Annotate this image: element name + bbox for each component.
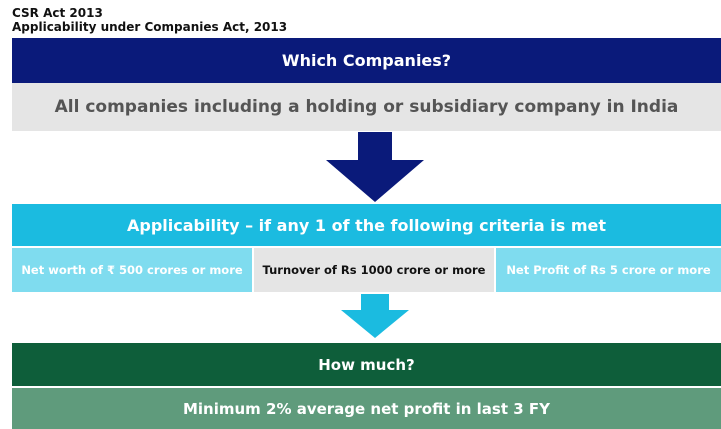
section-body: All companies including a holding or sub…: [12, 83, 721, 131]
section-heading: Which Companies?: [12, 38, 721, 83]
criterion: Net Profit of Rs 5 crore or more: [496, 248, 721, 292]
subtitle: Applicability under Companies Act, 2013: [12, 20, 288, 34]
criterion: Net worth of ₹ 500 crores or more: [12, 248, 252, 292]
section-heading: Applicability – if any 1 of the followin…: [12, 204, 721, 246]
section-heading: How much?: [12, 343, 721, 386]
arrow: [341, 294, 409, 338]
arrow: [326, 132, 424, 202]
title: CSR Act 2013: [12, 6, 103, 20]
criterion: Turnover of Rs 1000 crore or more: [254, 248, 494, 292]
section-body: Minimum 2% average net profit in last 3 …: [12, 388, 721, 429]
header: CSR Act 2013 Applicability under Compani…: [12, 6, 287, 34]
